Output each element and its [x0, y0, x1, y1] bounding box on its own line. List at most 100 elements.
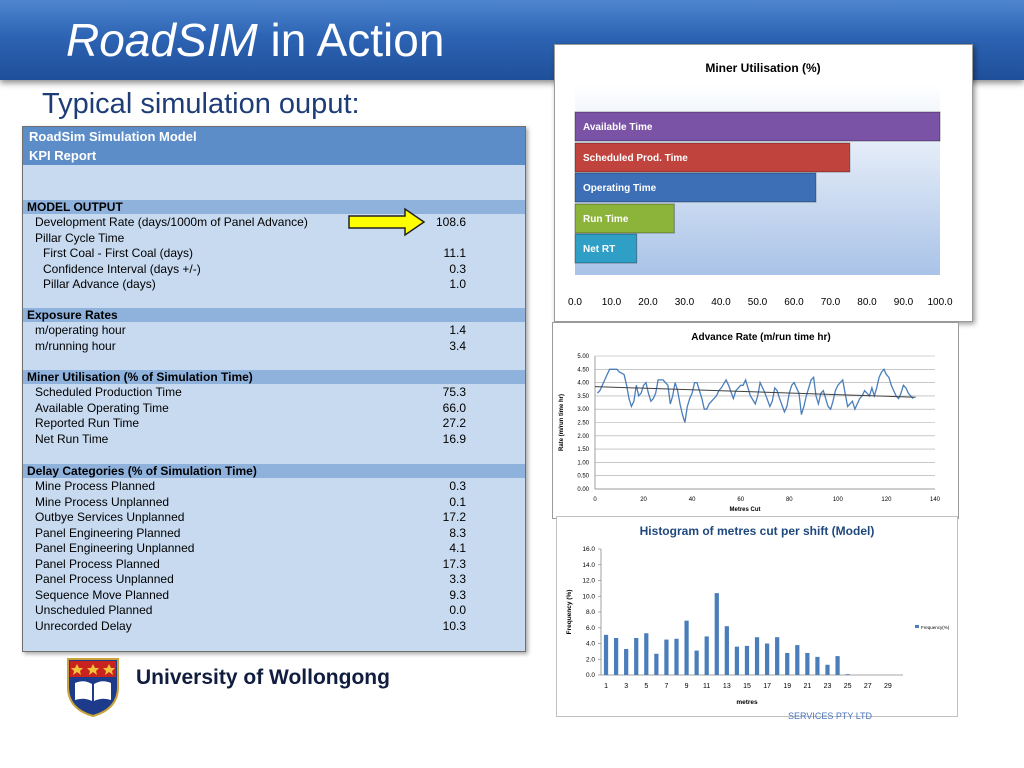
histogram-bar: [674, 638, 679, 675]
kpi-row-label: Outbye Services Unplanned: [35, 510, 185, 524]
kpi-row: Unrecorded Delay 10.3: [23, 619, 525, 634]
histogram-bar: [764, 643, 770, 675]
kpi-section-header: Miner Utilisation (% of Simulation Time): [23, 370, 525, 384]
histogram-bar: [613, 637, 619, 675]
kpi-row-value: 75.3: [442, 385, 466, 399]
y-tick-label: 3.00: [577, 407, 589, 413]
kpi-row-value: 10.3: [442, 618, 466, 633]
x-tick-label: 40.0: [711, 297, 731, 308]
x-tick-label: 80: [786, 497, 793, 503]
kpi-row: Outbye Services Unplanned 17.2: [23, 510, 525, 525]
kpi-row-value: 8.3: [449, 525, 466, 540]
y-tick-label: 16.0: [582, 546, 595, 553]
y-tick-label: 4.00: [577, 381, 589, 387]
x-tick-label: 0: [593, 497, 597, 503]
kpi-row-value: 1.0: [449, 277, 466, 291]
y-axis-label: Rate (m/run time hr): [559, 394, 565, 451]
bar-label: Scheduled Prod. Time: [583, 153, 688, 164]
y-tick-label: 6.0: [586, 625, 595, 632]
x-tick-label: 140: [930, 497, 941, 503]
kpi-row-label: Development Rate (days/1000m of Panel Ad…: [35, 215, 308, 229]
x-tick-label: 13: [723, 683, 731, 690]
kpi-row-label: Pillar Advance (days): [43, 277, 156, 291]
kpi-row: Panel Process Planned 17.3: [23, 557, 525, 572]
x-tick-label: 21: [803, 683, 811, 690]
kpi-row-value: 11.1: [443, 246, 466, 260]
bar-label: Net RT: [583, 244, 615, 255]
advance-rate-svg: Advance Rate (m/run time hr) 0.00 0.50 1.00…: [559, 332, 941, 513]
histogram-bar: [775, 637, 780, 675]
kpi-header-line-2: KPI Report: [29, 148, 97, 163]
x-tick-label: 120: [881, 497, 892, 503]
x-tick-label: 60: [737, 497, 744, 503]
histogram-bar: [684, 620, 689, 675]
kpi-row-value: 0.1: [449, 494, 466, 509]
kpi-row-label: Mine Process Planned: [35, 479, 156, 493]
x-tick-label: 23: [824, 683, 832, 690]
y-tick-label: 14.0: [582, 562, 595, 569]
slide-subtitle: Typical simulation ouput:: [42, 88, 360, 120]
y-tick-label: 0.00: [577, 487, 589, 493]
kpi-row: Pillar Advance (days) 1.0: [23, 277, 525, 292]
x-tick-label: 20: [640, 497, 647, 503]
utilisation-bar: [574, 203, 675, 234]
x-tick-label: 29: [884, 683, 892, 690]
kpi-row-value: 1.4: [449, 323, 466, 337]
y-tick-label: 4.0: [586, 641, 595, 648]
kpi-section-title: MODEL OUTPUT: [27, 200, 123, 214]
kpi-row-value: 3.4: [449, 338, 466, 353]
kpi-row-label: Mine Process Unplanned: [35, 494, 170, 509]
histogram-bar: [845, 674, 850, 675]
histogram-bar: [704, 636, 709, 675]
title-rest: in Action: [257, 14, 445, 66]
y-tick-label: 10.0: [582, 593, 595, 600]
x-tick-label: 80.0: [857, 297, 877, 308]
kpi-header: RoadSim Simulation Model KPI Report: [23, 127, 525, 165]
kpi-row-value: 16.9: [442, 431, 466, 446]
kpi-row: Confidence Interval (days +/-) 0.3: [23, 262, 525, 277]
y-tick-label: 1.50: [577, 447, 589, 453]
kpi-row: m/running hour 3.4: [23, 339, 525, 354]
kpi-row-value: 17.2: [442, 510, 466, 524]
kpi-section-header: Delay Categories (% of Simulation Time): [23, 464, 525, 478]
kpi-row: m/operating hour 1.4: [23, 323, 525, 338]
highlight-arrow-icon: [348, 207, 426, 237]
x-tick-label: 30.0: [675, 297, 695, 308]
kpi-row: Panel Engineering Unplanned 4.1: [23, 541, 525, 556]
kpi-section-title: Miner Utilisation (% of Simulation Time): [27, 370, 253, 384]
kpi-row-value: 108.6: [435, 215, 466, 229]
highlight-arrow-shape: [348, 207, 426, 237]
histogram-bar: [825, 664, 830, 675]
legend-swatch: [915, 625, 919, 628]
title-emphasis: RoadSIM: [66, 14, 258, 66]
x-tick-label: 19: [783, 683, 791, 690]
histogram-bar: [664, 639, 669, 675]
kpi-row: Reported Run Time 27.2: [23, 416, 525, 431]
kpi-row: Panel Process Unplanned 3.3: [23, 572, 525, 587]
y-tick-label: 3.50: [577, 394, 589, 400]
kpi-section-title: Exposure Rates: [27, 308, 118, 322]
y-tick-label: 2.50: [577, 421, 589, 427]
kpi-row-label: First Coal - First Coal (days): [43, 246, 194, 260]
kpi-row-label: Confidence Interval (days +/-): [43, 261, 201, 276]
kpi-header-line-1: RoadSim Simulation Model: [29, 129, 197, 144]
kpi-row: Sequence Move Planned 9.3: [23, 588, 525, 603]
x-tick-label: 11: [703, 683, 710, 690]
histogram-bar: [754, 637, 760, 675]
histogram-svg: Histogram of metres cut per shift (Model…: [566, 524, 950, 706]
kpi-row-label: Panel Engineering Planned: [35, 525, 181, 540]
kpi-row: First Coal - First Coal (days) 11.1: [23, 246, 525, 261]
kpi-row-label: Sequence Move Planned: [35, 587, 170, 602]
x-tick-label: 20.0: [638, 297, 658, 308]
histogram-bar: [714, 593, 719, 675]
y-tick-label: 4.50: [577, 367, 589, 373]
kpi-row-label: Scheduled Production Time: [35, 385, 182, 399]
university-crest-logo: [67, 658, 119, 717]
x-tick-label: 50.0: [748, 297, 768, 308]
kpi-row-label: Net Run Time: [35, 431, 109, 446]
kpi-row: Pillar Cycle Time: [23, 231, 525, 246]
kpi-row: Net Run Time 16.9: [23, 432, 525, 447]
kpi-row-label: Available Operating Time: [35, 400, 169, 415]
kpi-row: Mine Process Unplanned 0.1: [23, 495, 525, 510]
histogram-bar: [805, 652, 810, 675]
